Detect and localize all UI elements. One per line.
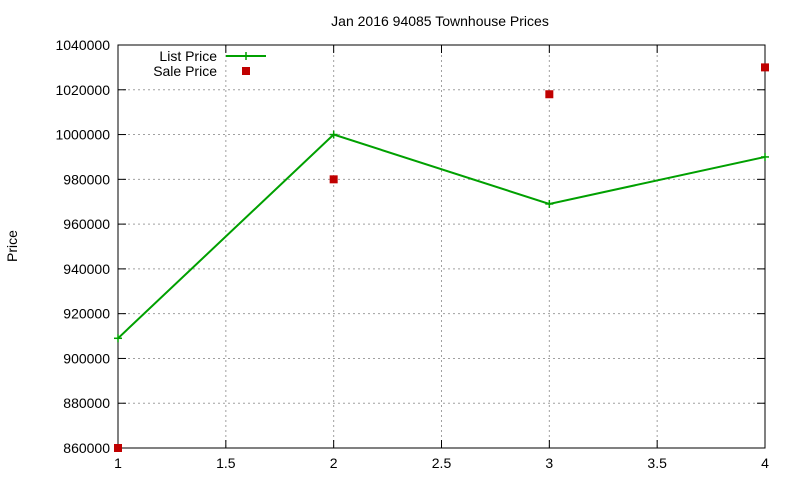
series-layer — [114, 63, 769, 452]
sale-price-point — [329, 175, 338, 184]
chart-title: Jan 2016 94085 Townhouse Prices — [331, 13, 549, 29]
list-price-series — [114, 130, 769, 343]
y-tick-label: 940000 — [63, 261, 110, 277]
list-price-point — [114, 334, 122, 343]
y-tick-label: 920000 — [63, 306, 110, 322]
sale-price-legend-marker — [242, 67, 250, 75]
list-price-point — [761, 152, 769, 161]
y-tick-label: 860000 — [63, 440, 110, 456]
list-price-point — [545, 199, 554, 208]
sale-price-point — [545, 90, 554, 99]
y-tick-label: 960000 — [63, 216, 110, 232]
x-tick-label: 2.5 — [432, 455, 452, 471]
list-price-legend-label: List Price — [159, 48, 217, 64]
sale-price-point — [114, 444, 122, 452]
y-tick-label: 1020000 — [55, 82, 110, 98]
x-tick-label: 1 — [114, 455, 122, 471]
x-tick-label: 4 — [761, 455, 769, 471]
x-tick-label: 1.5 — [216, 455, 236, 471]
sale-price-legend-label: Sale Price — [153, 63, 217, 79]
sale-price-series — [114, 63, 769, 452]
y-tick-label: 980000 — [63, 171, 110, 187]
list-price-legend-marker — [242, 52, 250, 60]
sale-price-point — [761, 63, 769, 72]
x-tick-label: 3 — [545, 455, 553, 471]
x-tick-label: 3.5 — [647, 455, 667, 471]
list-price-line — [117, 133, 766, 340]
y-tick-label: 900000 — [63, 350, 110, 366]
y-tick-label: 1000000 — [55, 127, 110, 143]
list-price-point — [329, 130, 338, 139]
y-axis-label: Price — [4, 230, 20, 262]
axis-ticks: 860000 880000 900000 920000 940000 960000 9800… — [55, 37, 769, 471]
y-tick-label: 880000 — [63, 395, 110, 411]
y-tick-label: 1040000 — [55, 37, 110, 53]
x-tick-label: 2 — [330, 455, 338, 471]
grid — [118, 45, 765, 448]
